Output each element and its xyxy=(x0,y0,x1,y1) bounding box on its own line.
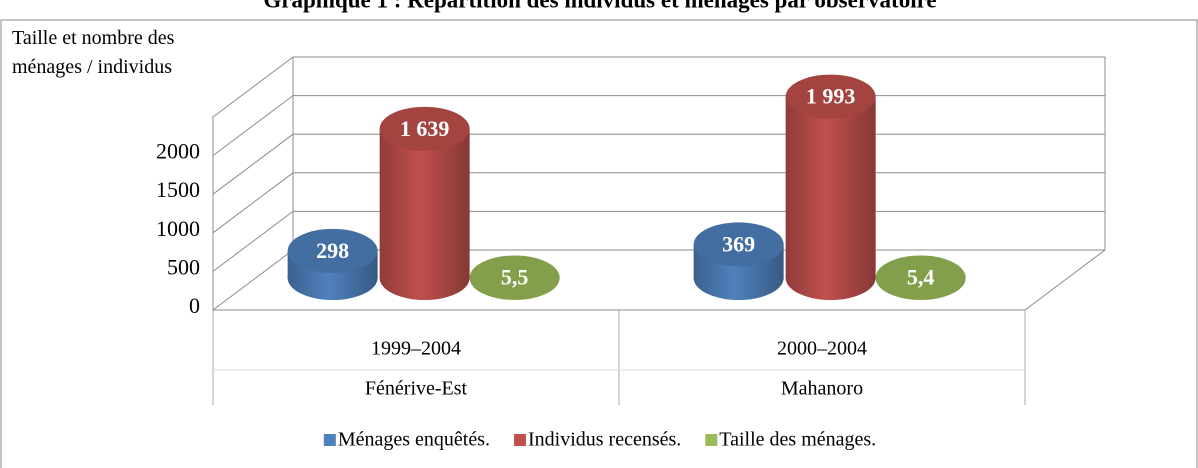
plot-edge xyxy=(212,56,294,118)
category-group-label: Fénérive-Est xyxy=(365,378,468,400)
bar-top xyxy=(875,255,966,300)
bar xyxy=(875,255,966,300)
legend-swatch xyxy=(514,434,526,446)
bar-top xyxy=(469,255,560,300)
bar-top xyxy=(287,228,378,273)
data-label: 298 xyxy=(316,238,349,263)
x-tick-label: 1999–2004 xyxy=(371,338,461,360)
bar xyxy=(785,74,876,300)
y-tick-label: 2000 xyxy=(156,139,200,164)
bar-body xyxy=(785,96,876,279)
chart-frame xyxy=(0,19,1198,468)
bar-top xyxy=(693,222,784,267)
data-label: 1 993 xyxy=(806,84,856,109)
bar xyxy=(693,222,784,300)
data-label: 5,5 xyxy=(501,265,529,290)
legend-label: Ménages enquêtés. xyxy=(338,429,490,451)
bar-body xyxy=(379,128,470,278)
grid-line xyxy=(212,172,294,234)
grid-line xyxy=(212,95,294,157)
legend-swatch xyxy=(323,434,336,446)
y-axis-label: Taille et nombre des ménages / individus xyxy=(12,27,175,78)
bar-top xyxy=(379,106,470,151)
data-label: 1 639 xyxy=(400,116,450,141)
grid-line xyxy=(212,210,294,272)
grid-line xyxy=(212,133,294,195)
bar-top xyxy=(785,74,876,119)
legend-label: Taille des ménages. xyxy=(719,429,876,451)
y-tick-label: 500 xyxy=(167,254,200,279)
floor-edge xyxy=(1024,249,1106,311)
data-label: 369 xyxy=(722,231,755,256)
legend-label: Individus recensés. xyxy=(528,429,681,451)
y-tick-label: 1500 xyxy=(156,177,200,202)
y-tick-label: 1000 xyxy=(156,216,200,241)
chart-title: Graphique 1 : Répartition des individus … xyxy=(263,0,936,12)
category-group-label: Mahanoro xyxy=(781,378,863,400)
grid-line xyxy=(212,249,294,311)
bar xyxy=(379,106,470,300)
bar xyxy=(469,255,560,300)
y-tick-label: 0 xyxy=(189,293,200,318)
x-tick-label: 2000–2004 xyxy=(777,338,867,360)
data-label: 5,4 xyxy=(907,265,935,290)
legend-swatch xyxy=(705,434,718,446)
bar xyxy=(287,228,378,300)
